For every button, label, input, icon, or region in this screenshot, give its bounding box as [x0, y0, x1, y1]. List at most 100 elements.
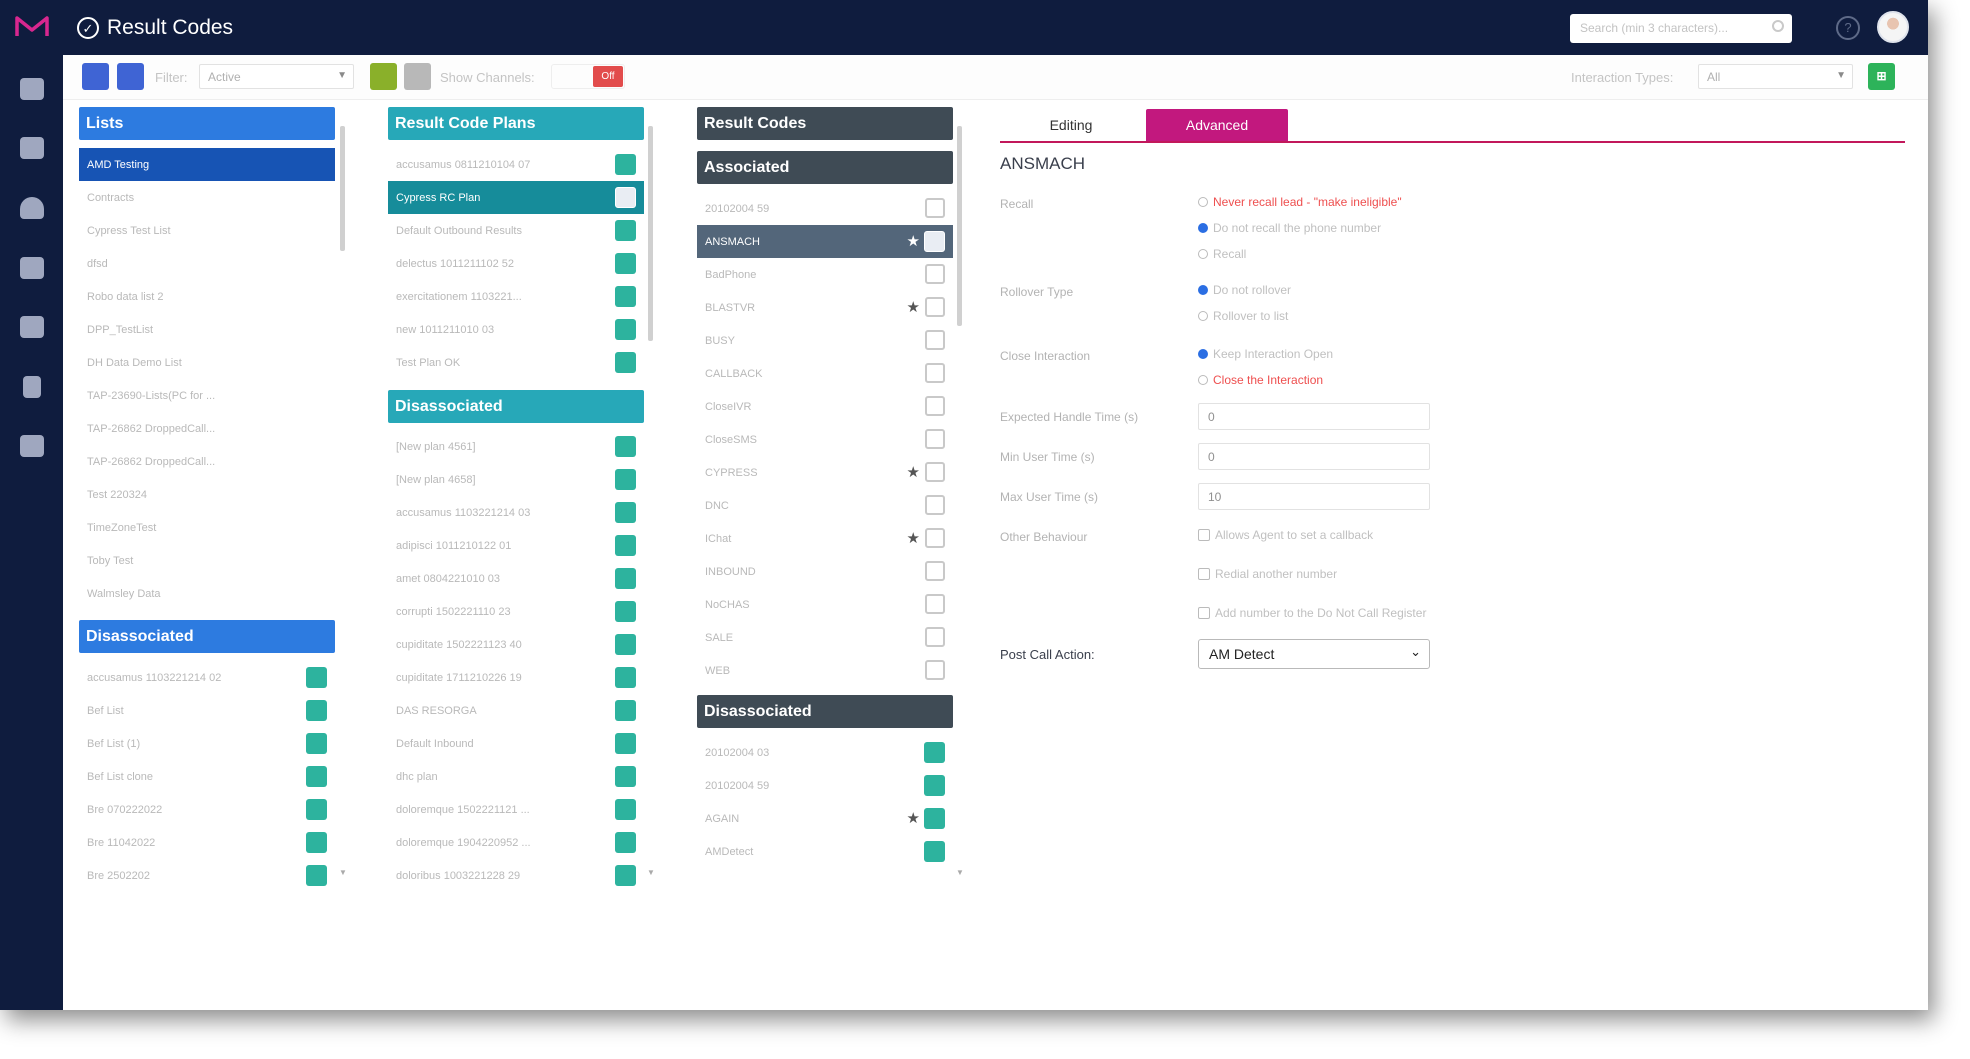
radio-button[interactable]: [1198, 197, 1208, 207]
plan-item[interactable]: [New plan 4658]: [388, 463, 644, 496]
remove-icon[interactable]: [925, 561, 945, 581]
post-call-action-select[interactable]: AM Detect ⌄: [1198, 639, 1430, 669]
close-option-keep[interactable]: Keep Interaction Open: [1198, 347, 1333, 361]
add-icon[interactable]: [306, 667, 327, 688]
add-icon[interactable]: [924, 775, 945, 796]
sidebar-gauge-icon[interactable]: [20, 197, 44, 219]
edit-icon[interactable]: [615, 220, 636, 241]
plan-item[interactable]: new 1011211010 03: [388, 313, 644, 346]
remove-icon[interactable]: [925, 264, 945, 284]
plan-item[interactable]: cupiditate 1502221123 40: [388, 628, 644, 661]
sidebar-grid-icon[interactable]: [20, 137, 44, 159]
help-icon[interactable]: ?: [1836, 16, 1860, 40]
list-item[interactable]: TimeZoneTest: [79, 511, 335, 544]
list-item[interactable]: Walmsley Data: [79, 577, 335, 610]
list-item[interactable]: Bre 2502202: [79, 859, 335, 890]
remove-icon[interactable]: [925, 198, 945, 218]
star-icon[interactable]: ★: [906, 233, 920, 250]
plan-item[interactable]: DAS RESORGA: [388, 694, 644, 727]
code-item[interactable]: AGAIN ★: [697, 802, 953, 835]
remove-icon[interactable]: [925, 594, 945, 614]
brand-logo[interactable]: [14, 12, 50, 42]
add-icon[interactable]: [924, 808, 945, 829]
search-input[interactable]: Search (min 3 characters)...: [1570, 14, 1792, 43]
add-icon[interactable]: [924, 742, 945, 763]
list-item[interactable]: Bef List (1): [79, 727, 335, 760]
plan-item[interactable]: doloribus 1003221228 29: [388, 859, 644, 890]
edit-icon[interactable]: [615, 286, 636, 307]
edit-icon[interactable]: [615, 865, 636, 886]
code-item[interactable]: IChat ★: [697, 522, 953, 555]
sidebar-document-icon[interactable]: [23, 376, 41, 398]
close-option-close[interactable]: Close the Interaction: [1198, 373, 1323, 387]
min-user-time-input[interactable]: 0: [1198, 443, 1430, 470]
sidebar-database-icon[interactable]: [20, 257, 44, 279]
remove-icon[interactable]: [925, 660, 945, 680]
recall-option-do-not[interactable]: Do not recall the phone number: [1198, 221, 1381, 235]
edit-icon[interactable]: [615, 154, 636, 175]
add-icon[interactable]: [306, 799, 327, 820]
remove-icon[interactable]: [925, 495, 945, 515]
codes-scrollbar[interactable]: [957, 126, 962, 326]
rollover-option-list[interactable]: Rollover to list: [1198, 309, 1288, 323]
list-item[interactable]: TAP-26862 DroppedCall...: [79, 412, 335, 445]
code-item[interactable]: CYPRESS ★: [697, 456, 953, 489]
list-item[interactable]: Test 220324: [79, 478, 335, 511]
recall-option-recall[interactable]: Recall: [1198, 247, 1246, 261]
list-item[interactable]: TAP-26862 DroppedCall...: [79, 445, 335, 478]
plan-item[interactable]: dhc plan: [388, 760, 644, 793]
checkbox[interactable]: [1198, 607, 1210, 619]
radio-button[interactable]: [1198, 311, 1208, 321]
list-item[interactable]: DH Data Demo List: [79, 346, 335, 379]
code-item[interactable]: AMDetect: [697, 835, 953, 868]
edit-icon[interactable]: [615, 700, 636, 721]
list-item[interactable]: Bre 070222022: [79, 793, 335, 826]
checkbox[interactable]: [1198, 568, 1210, 580]
radio-button[interactable]: [1198, 249, 1208, 259]
edit-icon[interactable]: [615, 634, 636, 655]
edit-icon[interactable]: [615, 352, 636, 373]
plan-item[interactable]: exercitationem 1103221...: [388, 280, 644, 313]
filter-apply-button[interactable]: [370, 63, 397, 90]
add-icon[interactable]: [306, 700, 327, 721]
avatar[interactable]: [1877, 11, 1909, 43]
code-item[interactable]: CloseSMS: [697, 423, 953, 456]
list-item[interactable]: Contracts: [79, 181, 335, 214]
edit-icon[interactable]: [615, 253, 636, 274]
filter-clear-button[interactable]: [404, 63, 431, 90]
code-item[interactable]: 20102004 59: [697, 192, 953, 225]
list-item[interactable]: DPP_TestList: [79, 313, 335, 346]
edit-icon[interactable]: [615, 502, 636, 523]
add-icon[interactable]: [306, 865, 327, 886]
plan-item[interactable]: accusamus 1103221214 03: [388, 496, 644, 529]
edit-icon[interactable]: [615, 667, 636, 688]
add-icon[interactable]: [306, 733, 327, 754]
remove-icon[interactable]: [925, 528, 945, 548]
add-icon[interactable]: [306, 766, 327, 787]
search-icon[interactable]: [1772, 20, 1784, 32]
edit-icon[interactable]: [615, 799, 636, 820]
plan-item[interactable]: Default Inbound: [388, 727, 644, 760]
list-item[interactable]: accusamus 1103221214 02: [79, 661, 335, 694]
code-item[interactable]: 20102004 59: [697, 769, 953, 802]
radio-button[interactable]: [1198, 223, 1208, 233]
sidebar-settings-icon[interactable]: [20, 435, 44, 457]
tab-editing[interactable]: Editing: [1049, 117, 1093, 133]
edit-icon[interactable]: [615, 187, 636, 208]
scroll-down-icon[interactable]: ▼: [339, 868, 347, 877]
plan-item[interactable]: adipisci 1011210122 01: [388, 529, 644, 562]
remove-icon[interactable]: [925, 396, 945, 416]
tab-advanced[interactable]: Advanced: [1146, 109, 1288, 141]
code-item[interactable]: WEB: [697, 654, 953, 687]
code-item[interactable]: ANSMACH ★: [697, 225, 953, 258]
add-icon[interactable]: [306, 832, 327, 853]
code-item[interactable]: DNC: [697, 489, 953, 522]
code-item[interactable]: SALE: [697, 621, 953, 654]
edit-icon[interactable]: [615, 733, 636, 754]
list-item[interactable]: Bre 11042022: [79, 826, 335, 859]
code-item[interactable]: 20102004 03: [697, 736, 953, 769]
code-item[interactable]: CALLBACK: [697, 357, 953, 390]
radio-button[interactable]: [1198, 349, 1208, 359]
edit-icon[interactable]: [615, 319, 636, 340]
remove-icon[interactable]: [925, 330, 945, 350]
